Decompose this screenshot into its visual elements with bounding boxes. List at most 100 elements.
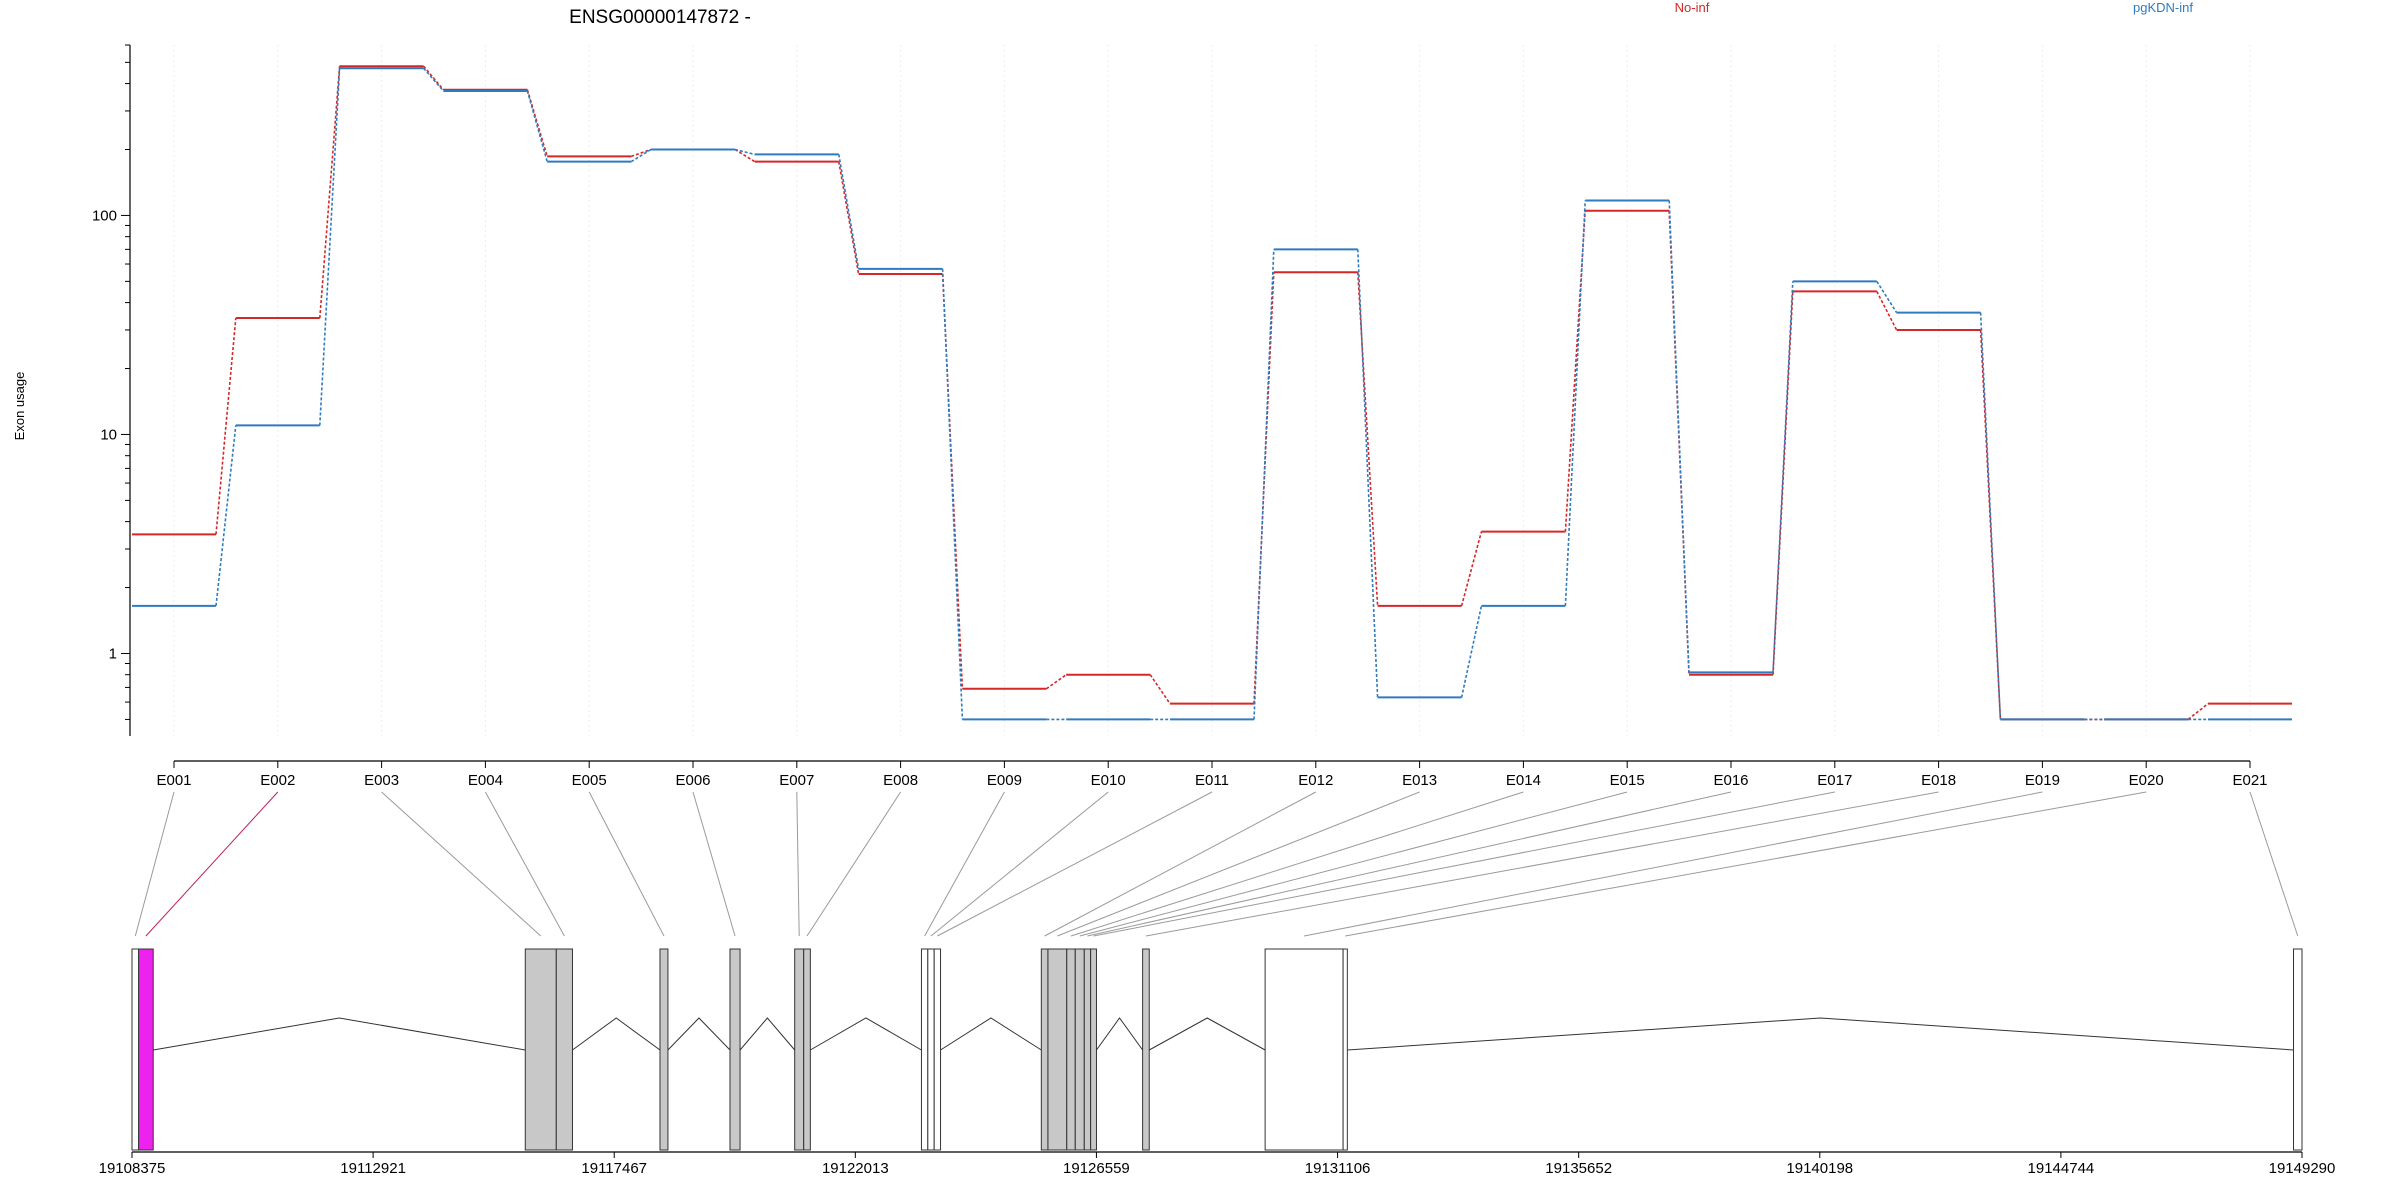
exon-label: E012	[1298, 772, 1333, 789]
exon-connector	[145, 791, 279, 937]
exon-box	[138, 948, 154, 1151]
y-axis: 1 10 100	[92, 44, 131, 736]
exon-transition-line	[1149, 674, 1171, 705]
exon-box	[524, 948, 557, 1151]
exon-transition-line	[1564, 200, 1586, 606]
exon-transition-line	[1460, 531, 1483, 607]
intron-line	[572, 1017, 661, 1051]
intron-line	[1149, 1017, 1266, 1051]
exon-box	[1040, 948, 1049, 1151]
exon-connector	[806, 791, 902, 937]
exon-connector	[2249, 791, 2299, 937]
exon-transition-line	[1668, 200, 1690, 673]
chart-title: ENSG00000147872 -	[569, 7, 751, 28]
exon-transition-line	[215, 317, 237, 535]
exon-transition-line	[838, 154, 860, 270]
exon-transition-line	[1253, 249, 1275, 720]
exon-transition-line	[1045, 674, 1067, 690]
exon-connector	[484, 791, 565, 937]
exon-label: E014	[1506, 772, 1541, 789]
exon-connector	[692, 791, 736, 937]
genomic-tick-label: 19131106	[1305, 1160, 1371, 1177]
exon-connector	[1093, 791, 1835, 937]
exon-label: E009	[987, 772, 1022, 789]
exon-box	[1074, 948, 1085, 1151]
exon-connector	[1079, 791, 1628, 937]
exon-connector	[1145, 791, 1939, 937]
exon-label: E020	[2129, 772, 2164, 789]
exon-connector	[381, 791, 542, 937]
exon-box	[1142, 948, 1150, 1151]
exon-label: E006	[675, 772, 710, 789]
exon-transition-line	[526, 90, 548, 162]
gene-model	[131, 948, 2303, 1151]
exon-box	[1066, 948, 1076, 1151]
exon-transition-line	[838, 161, 860, 275]
exon-transition-line	[1876, 291, 1898, 331]
exon-connector	[1087, 791, 1732, 937]
exon-label: E007	[779, 772, 814, 789]
exon-connector	[930, 791, 1109, 937]
exon-transition-line	[1772, 281, 1794, 673]
series-pgkdn-inf	[132, 67, 2292, 721]
exon-transition-line	[1876, 280, 1898, 314]
data-series	[132, 65, 2292, 721]
exon-label: E005	[572, 772, 607, 789]
exon-label: E008	[883, 772, 918, 789]
y-tick-label: 1	[109, 645, 117, 662]
exon-transition-line	[630, 148, 652, 158]
exon-transition-line	[215, 425, 237, 606]
exon-label: E015	[1610, 772, 1645, 789]
exon-box	[803, 948, 811, 1151]
exon-box	[1090, 948, 1097, 1151]
y-axis-label: Exon usage	[12, 372, 27, 441]
exon-connector	[588, 791, 665, 937]
legend-label-no-inf: No-inf	[1675, 0, 1710, 15]
exon-transition-line	[630, 148, 652, 163]
exon-box	[1083, 948, 1092, 1151]
exon-label: E004	[468, 772, 503, 789]
exon-label: E018	[1921, 772, 1956, 789]
exon-label: E003	[364, 772, 399, 789]
exon-box	[1342, 948, 1348, 1151]
exon-transition-line	[2187, 703, 2209, 721]
genomic-tick-label: 19117467	[581, 1160, 647, 1177]
genomic-axis: 19108375 19112921 19117467 19122013 19126559…	[99, 1151, 2335, 1177]
exon-box	[927, 948, 935, 1151]
intron-line	[1347, 1017, 2294, 1051]
exon-transition-line	[319, 68, 341, 426]
intron-line	[940, 1017, 1042, 1051]
exon-transition-line	[1979, 312, 2002, 720]
intron-line	[667, 1017, 731, 1051]
exon-transition-line	[319, 66, 341, 319]
genomic-tick-label: 19112921	[340, 1160, 406, 1177]
exon-label: E010	[1091, 772, 1126, 789]
exon-transition-line	[1772, 291, 1794, 675]
exon-label: E013	[1402, 772, 1437, 789]
intron-line	[1096, 1017, 1144, 1051]
exon-label: E002	[260, 772, 295, 789]
legend-label-pgkdn-inf: pgKDN-inf	[2133, 0, 2193, 15]
exon-label: E021	[2232, 772, 2267, 789]
exon-transition-line	[941, 268, 964, 720]
exon-connector	[1345, 791, 2147, 937]
exon-label: E001	[156, 772, 191, 789]
exon-connector	[1070, 791, 1524, 937]
exon-label: E016	[1713, 772, 1748, 789]
exon-connector	[1044, 791, 1317, 937]
exon-box	[131, 948, 140, 1151]
exon-connector	[924, 791, 1005, 937]
exon-transition-line	[734, 148, 755, 156]
exon-connector	[796, 791, 800, 937]
exon-connector	[1057, 791, 1420, 937]
exon-box	[2293, 948, 2303, 1151]
exon-box	[794, 948, 805, 1151]
exon-connector	[1304, 791, 2043, 937]
genomic-tick-label: 19108375	[99, 1160, 166, 1177]
exon-box	[729, 948, 741, 1151]
exon-transition-line	[1357, 249, 1379, 698]
exon-box	[555, 948, 573, 1151]
exon-transition-line	[526, 89, 548, 157]
exon-connector	[937, 791, 1213, 937]
